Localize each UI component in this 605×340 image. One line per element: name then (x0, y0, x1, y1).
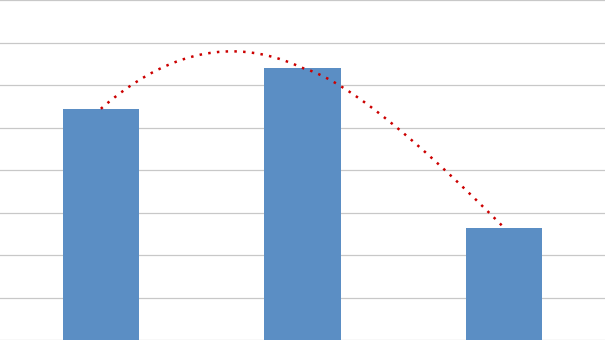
Bar (466, 228, 543, 340)
Bar (62, 109, 139, 340)
Bar (264, 68, 341, 340)
